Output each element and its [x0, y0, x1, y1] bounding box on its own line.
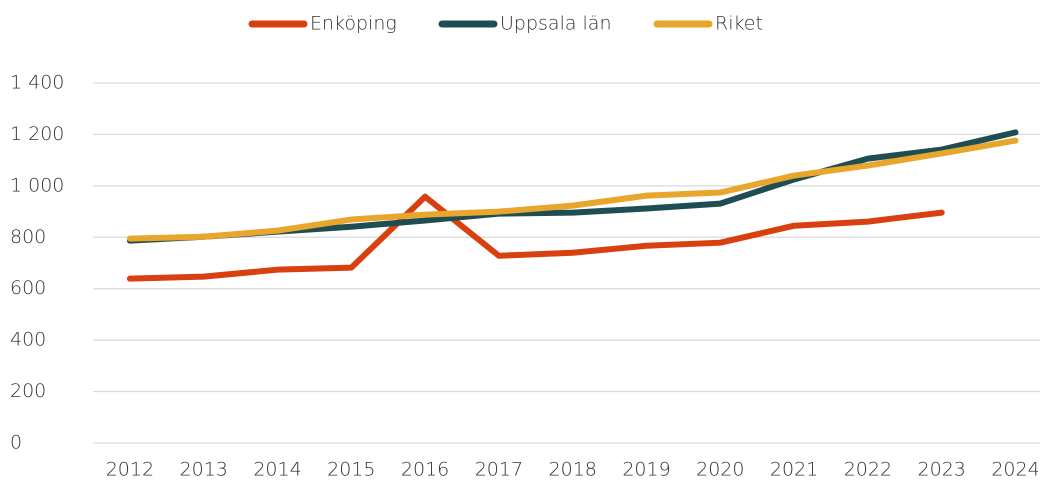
y-tick-label: 600 [10, 277, 46, 299]
x-tick-label: 2018 [549, 459, 597, 481]
legend-label: Uppsala län [500, 13, 612, 35]
y-tick-label: 400 [10, 329, 46, 351]
x-tick-label: 2021 [770, 459, 818, 481]
x-tick-label: 2015 [327, 459, 375, 481]
y-tick-label: 1 200 [10, 123, 64, 145]
x-tick-label: 2017 [475, 459, 523, 481]
series-line [126, 193, 945, 282]
y-tick-label: 0 [10, 432, 22, 454]
x-tick-label: 2016 [401, 459, 449, 481]
y-tick-label: 1 400 [10, 72, 64, 94]
x-tick-label: 2024 [991, 459, 1039, 481]
x-tick-label: 2012 [106, 459, 154, 481]
legend-label: Enköping [310, 13, 397, 35]
x-tick-label: 2023 [918, 459, 966, 481]
x-tick-label: 2014 [253, 459, 301, 481]
series-line [126, 129, 1019, 244]
y-tick-label: 800 [10, 226, 46, 248]
x-tick-label: 2020 [696, 459, 744, 481]
x-tick-label: 2013 [180, 459, 228, 481]
x-tick-label: 2019 [622, 459, 670, 481]
x-tick-label: 2022 [844, 459, 892, 481]
y-tick-label: 1 000 [10, 174, 64, 196]
legend-label: Riket [715, 13, 763, 35]
series-line [126, 137, 1019, 242]
y-tick-label: 200 [10, 380, 46, 402]
